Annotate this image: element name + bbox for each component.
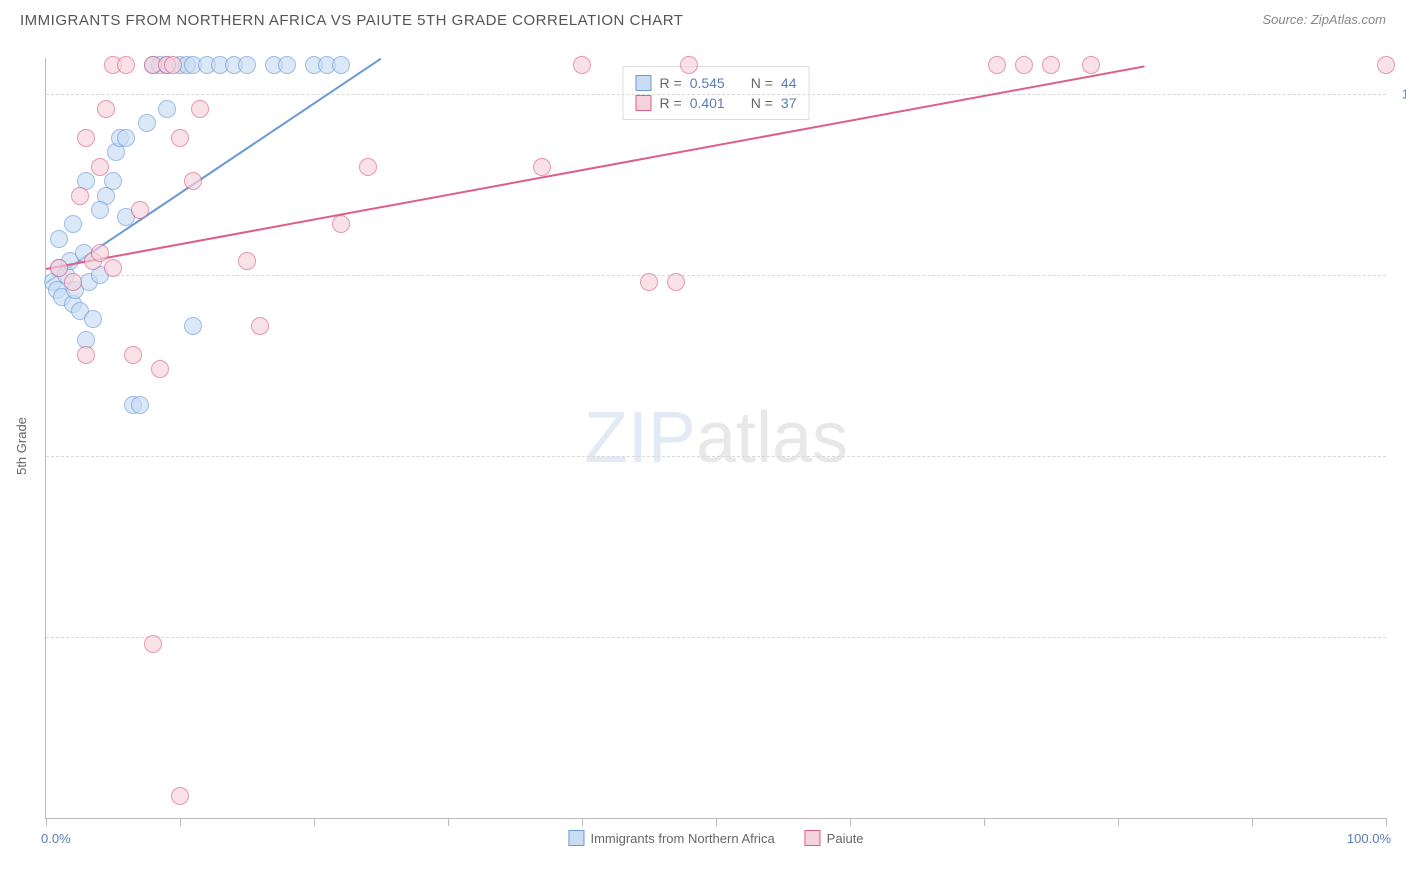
legend-row-series-1: R = 0.401 N = 37 [636, 93, 797, 113]
gridline [46, 456, 1386, 457]
data-point [332, 215, 350, 233]
gridline [46, 637, 1386, 638]
x-tick [1118, 818, 1119, 826]
data-point [533, 158, 551, 176]
legend-label-0: Immigrants from Northern Africa [590, 831, 774, 846]
data-point [151, 360, 169, 378]
data-point [50, 230, 68, 248]
series-legend: Immigrants from Northern Africa Paiute [568, 830, 863, 846]
data-point [680, 56, 698, 74]
trend-line [46, 65, 1145, 270]
r-label-0: R = [660, 75, 682, 91]
data-point [104, 172, 122, 190]
data-point [359, 158, 377, 176]
data-point [97, 100, 115, 118]
data-point [84, 310, 102, 328]
x-tick [984, 818, 985, 826]
header-row: IMMIGRANTS FROM NORTHERN AFRICA VS PAIUT… [0, 0, 1406, 37]
n-label-1: N = [751, 95, 773, 111]
data-point [64, 215, 82, 233]
x-tick [448, 818, 449, 826]
data-point [104, 259, 122, 277]
correlation-legend: R = 0.545 N = 44 R = 0.401 N = 37 [623, 66, 810, 120]
data-point [332, 56, 350, 74]
data-point [184, 172, 202, 190]
x-tick-label-max: 100.0% [1347, 831, 1391, 846]
y-axis-label: 5th Grade [14, 417, 29, 475]
data-point [50, 259, 68, 277]
data-point [124, 346, 142, 364]
x-tick [314, 818, 315, 826]
x-tick-label-min: 0.0% [41, 831, 71, 846]
n-label-0: N = [751, 75, 773, 91]
data-point [667, 273, 685, 291]
data-point [131, 396, 149, 414]
x-tick [850, 818, 851, 826]
watermark-zip: ZIP [584, 398, 696, 478]
data-point [1042, 56, 1060, 74]
r-label-1: R = [660, 95, 682, 111]
data-point [91, 244, 109, 262]
x-tick [180, 818, 181, 826]
legend-swatch-1 [636, 95, 652, 111]
data-point [158, 100, 176, 118]
data-point [573, 56, 591, 74]
data-point [1082, 56, 1100, 74]
data-point [171, 129, 189, 147]
data-point [640, 273, 658, 291]
data-point [191, 100, 209, 118]
data-point [64, 273, 82, 291]
source-label: Source: ZipAtlas.com [1262, 12, 1386, 29]
data-point [184, 317, 202, 335]
data-point [988, 56, 1006, 74]
watermark: ZIPatlas [584, 397, 848, 479]
n-value-0: 44 [781, 75, 797, 91]
legend-swatch-series-0 [568, 830, 584, 846]
x-tick [1252, 818, 1253, 826]
legend-row-series-0: R = 0.545 N = 44 [636, 73, 797, 93]
r-value-0: 0.545 [690, 75, 725, 91]
data-point [131, 201, 149, 219]
data-point [71, 187, 89, 205]
data-point [251, 317, 269, 335]
legend-label-1: Paiute [827, 831, 864, 846]
legend-swatch-0 [636, 75, 652, 91]
data-point [117, 129, 135, 147]
gridline [46, 94, 1386, 95]
y-tick-label: 100.0% [1402, 87, 1406, 102]
x-tick [46, 818, 47, 826]
legend-item-0: Immigrants from Northern Africa [568, 830, 774, 846]
data-point [1015, 56, 1033, 74]
r-value-1: 0.401 [690, 95, 725, 111]
legend-item-1: Paiute [805, 830, 864, 846]
chart-title: IMMIGRANTS FROM NORTHERN AFRICA VS PAIUT… [20, 12, 683, 29]
n-value-1: 37 [781, 95, 797, 111]
data-point [77, 129, 95, 147]
data-point [238, 56, 256, 74]
data-point [138, 114, 156, 132]
x-tick [716, 818, 717, 826]
data-point [1377, 56, 1395, 74]
gridline [46, 275, 1386, 276]
scatter-chart: ZIPatlas R = 0.545 N = 44 R = 0.401 N = … [45, 58, 1386, 819]
data-point [77, 346, 95, 364]
watermark-atlas: atlas [696, 398, 848, 478]
legend-swatch-series-1 [805, 830, 821, 846]
data-point [171, 787, 189, 805]
data-point [91, 201, 109, 219]
data-point [91, 158, 109, 176]
data-point [278, 56, 296, 74]
data-point [117, 56, 135, 74]
data-point [144, 635, 162, 653]
x-tick [582, 818, 583, 826]
data-point [164, 56, 182, 74]
data-point [238, 252, 256, 270]
x-tick [1386, 818, 1387, 826]
